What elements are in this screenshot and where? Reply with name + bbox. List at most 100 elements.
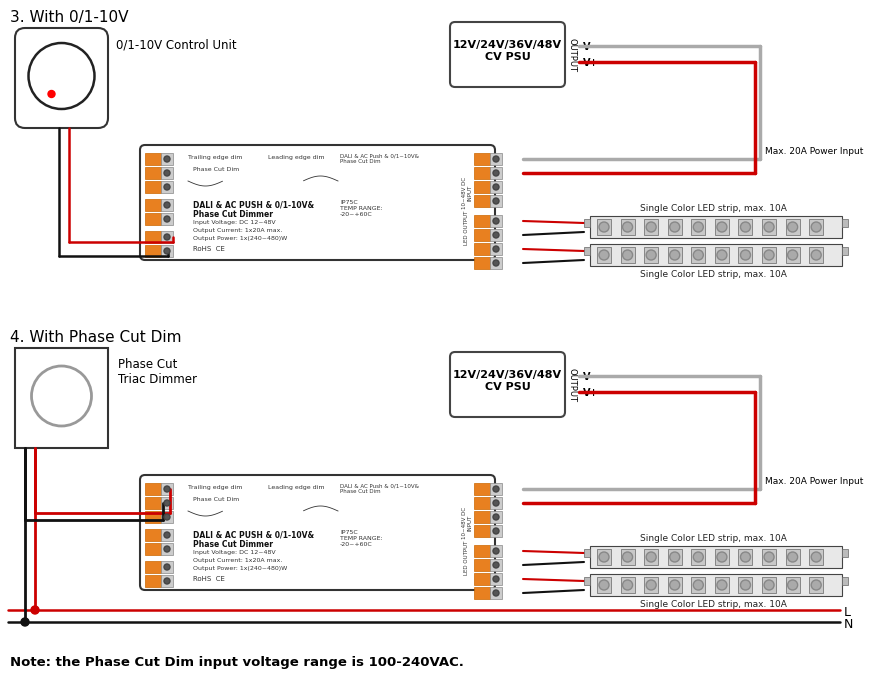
Circle shape bbox=[646, 222, 657, 232]
Circle shape bbox=[717, 552, 727, 562]
Circle shape bbox=[646, 580, 657, 590]
Bar bbox=[161, 153, 173, 165]
Circle shape bbox=[164, 486, 170, 492]
Text: Phase Cut Dim: Phase Cut Dim bbox=[193, 167, 239, 172]
Bar bbox=[145, 561, 161, 573]
Bar bbox=[145, 483, 161, 495]
Bar bbox=[474, 497, 490, 509]
Text: 3. With 0/1-10V: 3. With 0/1-10V bbox=[10, 10, 128, 25]
Bar bbox=[809, 577, 823, 593]
Bar bbox=[474, 153, 490, 165]
Circle shape bbox=[164, 156, 170, 162]
Circle shape bbox=[788, 580, 797, 590]
Bar bbox=[161, 181, 173, 193]
Circle shape bbox=[812, 222, 821, 232]
Circle shape bbox=[31, 606, 39, 614]
Circle shape bbox=[717, 250, 727, 260]
Circle shape bbox=[623, 552, 633, 562]
Bar bbox=[809, 219, 823, 235]
Circle shape bbox=[164, 532, 170, 538]
Bar bbox=[584, 219, 590, 227]
Bar bbox=[145, 181, 161, 193]
Circle shape bbox=[623, 580, 633, 590]
Bar bbox=[474, 559, 490, 571]
Circle shape bbox=[493, 170, 499, 176]
Bar bbox=[590, 574, 842, 596]
Text: 12V/24V/36V/48V
CV PSU: 12V/24V/36V/48V CV PSU bbox=[453, 370, 562, 392]
Bar bbox=[161, 529, 173, 541]
Bar bbox=[15, 348, 108, 448]
FancyBboxPatch shape bbox=[450, 352, 565, 417]
Bar bbox=[161, 511, 173, 523]
Bar bbox=[161, 543, 173, 555]
FancyBboxPatch shape bbox=[140, 475, 495, 590]
Circle shape bbox=[493, 246, 499, 252]
Bar bbox=[786, 219, 800, 235]
Bar bbox=[474, 257, 490, 269]
Text: Phase Cut Dim: Phase Cut Dim bbox=[193, 497, 239, 502]
Circle shape bbox=[21, 618, 29, 626]
Text: 10~48V DC
INPUT: 10~48V DC INPUT bbox=[462, 506, 472, 538]
Bar bbox=[809, 549, 823, 565]
Bar bbox=[145, 167, 161, 179]
Circle shape bbox=[646, 552, 657, 562]
Bar bbox=[474, 243, 490, 255]
Bar bbox=[786, 549, 800, 565]
Bar bbox=[490, 257, 502, 269]
Text: LED OUTPUT: LED OUTPUT bbox=[464, 540, 470, 575]
Bar bbox=[762, 247, 776, 263]
Bar bbox=[474, 511, 490, 523]
FancyBboxPatch shape bbox=[450, 22, 565, 87]
Bar bbox=[490, 559, 502, 571]
Bar bbox=[842, 577, 848, 585]
Bar bbox=[474, 215, 490, 227]
Text: Phase Cut
Triac Dimmer: Phase Cut Triac Dimmer bbox=[118, 358, 197, 386]
Circle shape bbox=[599, 552, 609, 562]
Text: LED OUTPUT: LED OUTPUT bbox=[464, 210, 470, 245]
Text: Leading edge dim: Leading edge dim bbox=[268, 485, 324, 490]
Bar bbox=[490, 511, 502, 523]
Bar bbox=[161, 231, 173, 243]
Bar bbox=[145, 153, 161, 165]
Bar bbox=[842, 247, 848, 255]
Bar bbox=[668, 549, 681, 565]
Text: DALI & AC Push & 0/1~10V&
Phase Cut Dim: DALI & AC Push & 0/1~10V& Phase Cut Dim bbox=[340, 153, 419, 164]
Circle shape bbox=[623, 222, 633, 232]
Bar bbox=[644, 549, 658, 565]
Bar bbox=[161, 245, 173, 257]
Circle shape bbox=[493, 184, 499, 190]
Circle shape bbox=[493, 198, 499, 204]
Bar bbox=[762, 219, 776, 235]
Text: DALI & AC PUSH & 0/1-10V&
Phase Cut Dimmer: DALI & AC PUSH & 0/1-10V& Phase Cut Dimm… bbox=[193, 200, 315, 220]
Bar bbox=[584, 247, 590, 255]
Bar bbox=[474, 483, 490, 495]
Text: Single Color LED strip, max. 10A: Single Color LED strip, max. 10A bbox=[640, 204, 787, 213]
Bar bbox=[597, 219, 611, 235]
Text: RoHS  CE: RoHS CE bbox=[193, 246, 225, 252]
Text: Output Current: 1x20A max.: Output Current: 1x20A max. bbox=[193, 558, 283, 563]
Bar bbox=[715, 577, 729, 593]
Text: Trailing edge dim: Trailing edge dim bbox=[188, 155, 243, 160]
Circle shape bbox=[717, 222, 727, 232]
Text: 0/1-10V Control Unit: 0/1-10V Control Unit bbox=[116, 38, 237, 51]
Bar bbox=[490, 483, 502, 495]
Bar bbox=[842, 549, 848, 557]
Text: DALI & AC Push & 0/1~10V&
Phase Cut Dim: DALI & AC Push & 0/1~10V& Phase Cut Dim bbox=[340, 483, 419, 494]
Bar bbox=[762, 549, 776, 565]
Circle shape bbox=[741, 552, 750, 562]
Circle shape bbox=[48, 90, 55, 98]
Bar bbox=[145, 245, 161, 257]
Bar bbox=[762, 577, 776, 593]
Text: Input Voltage: DC 12~48V: Input Voltage: DC 12~48V bbox=[193, 220, 276, 225]
Bar bbox=[490, 181, 502, 193]
Text: OUTPUT: OUTPUT bbox=[568, 367, 577, 401]
Circle shape bbox=[164, 216, 170, 222]
Text: L: L bbox=[844, 606, 851, 619]
Circle shape bbox=[164, 170, 170, 176]
Bar bbox=[490, 573, 502, 585]
Bar bbox=[786, 577, 800, 593]
Circle shape bbox=[788, 222, 797, 232]
Bar bbox=[620, 577, 634, 593]
Text: OUTPUT: OUTPUT bbox=[568, 37, 577, 71]
Bar bbox=[490, 587, 502, 599]
